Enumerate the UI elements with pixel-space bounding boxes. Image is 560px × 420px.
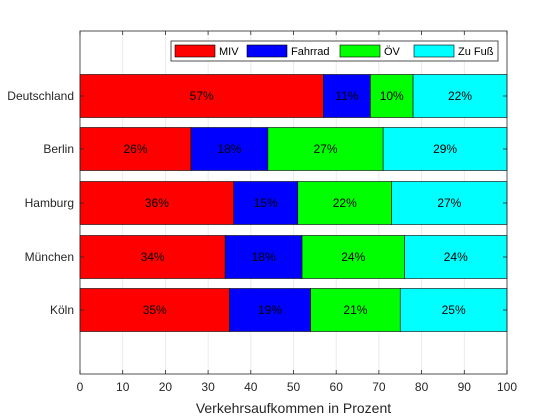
bar-segment [79, 127, 192, 171]
bar-value-label: 25% [442, 303, 466, 317]
y-tick-label: Deutschland [7, 89, 74, 103]
bar-value-label: 18% [252, 250, 276, 264]
bar-segment [79, 288, 230, 332]
bar-segment [267, 127, 384, 171]
bar-segment [79, 74, 324, 118]
bar-segment [79, 235, 226, 279]
x-tick-label: 90 [458, 380, 472, 394]
x-axis-label: Verkehrsaufkommen in Prozent [196, 400, 391, 416]
x-tick-label: 20 [159, 380, 173, 394]
bar-segment [382, 127, 508, 171]
bar-segment [297, 181, 393, 225]
legend-label: ÖV [384, 46, 401, 58]
ticks: 0 10 20 30 40 50 60 70 80 90 100 Deutschland Berlin H… [7, 31, 517, 394]
bar-segment [301, 235, 405, 279]
legend-swatch [174, 44, 216, 58]
bar-segment [224, 235, 303, 279]
x-tick-label: 50 [287, 380, 301, 394]
bar-value-label: 27% [314, 142, 338, 156]
bar-value-label: 35% [143, 303, 167, 317]
bar-segment [370, 74, 414, 118]
bar-segment [399, 288, 508, 332]
bar-segment [404, 235, 508, 279]
bar-value-label: 22% [333, 196, 357, 210]
legend-label: Fahrrad [291, 46, 330, 58]
bar-value-label: 24% [444, 250, 468, 264]
y-tick-label: München [25, 250, 74, 264]
x-tick-label: 80 [415, 380, 429, 394]
bar-segment [233, 181, 299, 225]
legend-swatch [246, 44, 288, 58]
bar-value-label: 36% [145, 196, 169, 210]
bar-value-label: 18% [217, 142, 241, 156]
x-tick-label: 70 [372, 380, 386, 394]
legend-swatch [339, 44, 381, 58]
x-tick-label: 0 [77, 380, 84, 394]
bar-value-label: 34% [141, 250, 165, 264]
legend-label: Zu Fuß [458, 46, 494, 58]
bar-value-label: 24% [341, 250, 365, 264]
bar-value-label: 15% [254, 196, 278, 210]
bar-value-label: 19% [258, 303, 282, 317]
bar-value-label: 27% [437, 196, 461, 210]
bar-segment [79, 181, 235, 225]
bars: 57% 11% 10% 22% 26% 18% 27% 29% 36% 15% 22% 27% 34% 1… [79, 74, 508, 332]
legend-swatch [413, 44, 455, 58]
y-tick-label: Hamburg [25, 196, 74, 210]
bar-segment [391, 181, 508, 225]
bar-value-label: 11% [335, 89, 358, 103]
bar-value-label: 21% [343, 303, 367, 317]
x-tick-label: 30 [201, 380, 215, 394]
x-tick-label: 10 [116, 380, 130, 394]
legend-label: MIV [219, 46, 239, 58]
bar-value-label: 10% [380, 89, 404, 103]
y-tick-label: Berlin [43, 142, 74, 156]
legend: MIV Fahrrad ÖV Zu Fuß [170, 40, 499, 62]
bar-segment [190, 127, 269, 171]
bar-segment [323, 74, 371, 118]
bar-segment [229, 288, 311, 332]
bar-value-label: 26% [123, 142, 147, 156]
x-tick-label: 60 [330, 380, 344, 394]
x-tick-label: 100 [497, 380, 517, 394]
bar-value-label: 22% [448, 89, 472, 103]
x-tick-label: 40 [244, 380, 258, 394]
bar-value-label: 29% [433, 142, 457, 156]
y-tick-label: Köln [50, 303, 74, 317]
bar-segment [412, 74, 508, 118]
bar-value-label: 57% [190, 89, 214, 103]
bar-segment [310, 288, 401, 332]
